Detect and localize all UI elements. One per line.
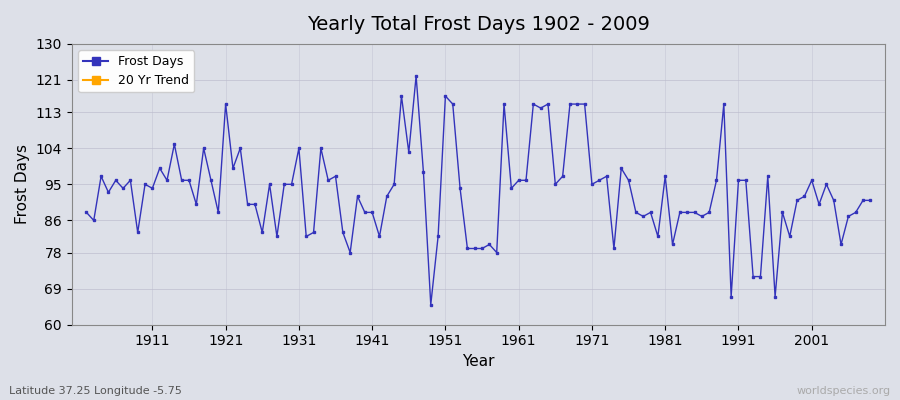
Text: worldspecies.org: worldspecies.org [796,386,891,396]
Legend: Frost Days, 20 Yr Trend: Frost Days, 20 Yr Trend [78,50,194,92]
X-axis label: Year: Year [462,354,495,369]
Title: Yearly Total Frost Days 1902 - 2009: Yearly Total Frost Days 1902 - 2009 [307,15,650,34]
Text: Latitude 37.25 Longitude -5.75: Latitude 37.25 Longitude -5.75 [9,386,182,396]
Y-axis label: Frost Days: Frost Days [15,144,30,224]
